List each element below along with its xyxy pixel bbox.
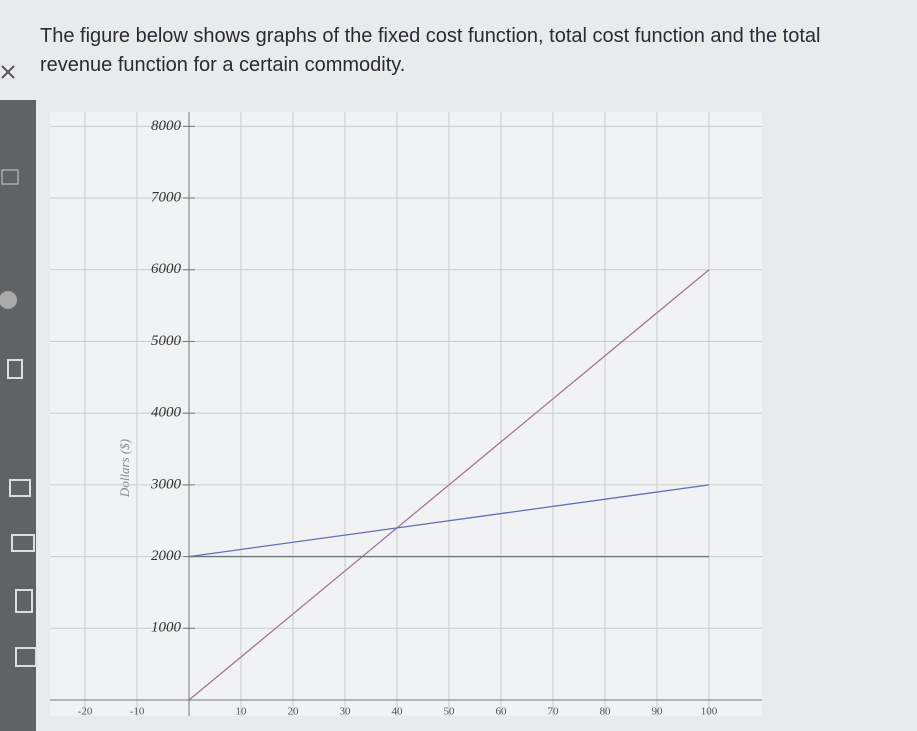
icon[interactable] [7, 359, 23, 379]
icon[interactable] [11, 534, 35, 552]
y-tick-label: 3000 [150, 476, 182, 492]
close-icon[interactable] [1, 65, 15, 79]
y-tick-label: 1000 [151, 620, 182, 636]
x-tick-label: 30 [340, 706, 352, 718]
x-tick-label: 100 [701, 706, 718, 718]
x-tick-label: 10 [236, 706, 248, 718]
icon[interactable] [1, 169, 19, 185]
sidebar [0, 100, 36, 731]
x-tick-label: 60 [496, 706, 508, 718]
series-line [188, 269, 710, 701]
y-tick-label: 8000 [151, 118, 182, 134]
plot-background [50, 112, 762, 716]
x-tick-label: 90 [652, 706, 664, 718]
x-tick-label: 70 [548, 706, 560, 718]
y-tick-label: 6000 [151, 261, 182, 277]
icon[interactable] [0, 291, 17, 309]
x-tick-label: 20 [288, 706, 300, 718]
toolbar-icons [0, 65, 37, 667]
x-tick-label: 80 [600, 706, 612, 718]
series-line [188, 484, 710, 558]
icon[interactable] [9, 479, 31, 497]
y-axis-label: Dollars ($) [117, 439, 132, 498]
question-text: The figure below shows graphs of the fix… [40, 25, 821, 76]
y-tick-label: 5000 [151, 333, 182, 349]
icon[interactable] [15, 647, 37, 667]
x-tick-label: -10 [130, 706, 145, 718]
y-tick-label: 2000 [151, 548, 182, 564]
x-tick-label: 40 [392, 706, 404, 718]
x-tick-label: -20 [78, 706, 93, 718]
x-tick-label: 50 [444, 706, 456, 718]
icon[interactable] [15, 589, 33, 613]
y-tick-label: 7000 [151, 189, 182, 205]
y-tick-label: 4000 [151, 405, 182, 421]
